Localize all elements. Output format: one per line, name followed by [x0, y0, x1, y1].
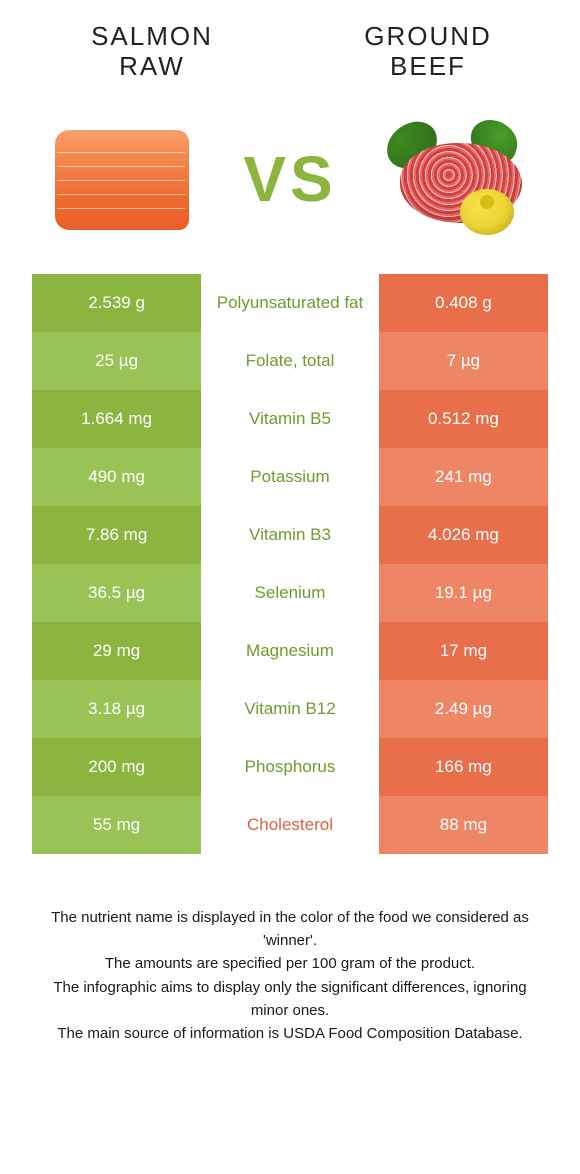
title-left: SALMON RAW	[52, 22, 252, 82]
title-right-line2: BEEF	[328, 52, 528, 82]
nutrient-name: Folate, total	[201, 332, 379, 390]
value-left: 3.18 µg	[32, 680, 201, 738]
vs-label: VS	[243, 142, 336, 216]
salmon-image	[42, 114, 202, 244]
nutrient-name: Potassium	[201, 448, 379, 506]
header: SALMON RAW GROUND BEEF	[32, 22, 548, 90]
nutrient-name: Vitamin B12	[201, 680, 379, 738]
hero: VS	[32, 90, 548, 274]
title-right-line1: GROUND	[328, 22, 528, 52]
value-right: 7 µg	[379, 332, 548, 390]
table-row: 3.18 µgVitamin B122.49 µg	[32, 680, 548, 738]
footnote-line: The main source of information is USDA F…	[38, 1022, 542, 1045]
value-right: 4.026 mg	[379, 506, 548, 564]
footnote: The nutrient name is displayed in the co…	[32, 854, 548, 1046]
title-right: GROUND BEEF	[328, 22, 528, 82]
value-left: 7.86 mg	[32, 506, 201, 564]
nutrient-name: Phosphorus	[201, 738, 379, 796]
title-left-line1: SALMON	[52, 22, 252, 52]
value-right: 17 mg	[379, 622, 548, 680]
nutrient-name: Vitamin B5	[201, 390, 379, 448]
nutrient-name: Polyunsaturated fat	[201, 274, 379, 332]
value-left: 490 mg	[32, 448, 201, 506]
nutrient-name: Cholesterol	[201, 796, 379, 854]
nutrient-name: Magnesium	[201, 622, 379, 680]
table-row: 29 mgMagnesium17 mg	[32, 622, 548, 680]
nutrient-name: Selenium	[201, 564, 379, 622]
comparison-table: 2.539 gPolyunsaturated fat0.408 g25 µgFo…	[32, 274, 548, 854]
value-left: 55 mg	[32, 796, 201, 854]
table-row: 200 mgPhosphorus166 mg	[32, 738, 548, 796]
value-right: 241 mg	[379, 448, 548, 506]
nutrient-name: Vitamin B3	[201, 506, 379, 564]
value-left: 29 mg	[32, 622, 201, 680]
value-right: 19.1 µg	[379, 564, 548, 622]
value-left: 36.5 µg	[32, 564, 201, 622]
value-right: 0.408 g	[379, 274, 548, 332]
table-row: 7.86 mgVitamin B34.026 mg	[32, 506, 548, 564]
footnote-line: The nutrient name is displayed in the co…	[38, 906, 542, 953]
table-row: 25 µgFolate, total7 µg	[32, 332, 548, 390]
value-left: 200 mg	[32, 738, 201, 796]
value-right: 2.49 µg	[379, 680, 548, 738]
value-right: 0.512 mg	[379, 390, 548, 448]
title-left-line2: RAW	[52, 52, 252, 82]
table-row: 2.539 gPolyunsaturated fat0.408 g	[32, 274, 548, 332]
footnote-line: The infographic aims to display only the…	[38, 976, 542, 1023]
table-row: 1.664 mgVitamin B50.512 mg	[32, 390, 548, 448]
value-left: 2.539 g	[32, 274, 201, 332]
value-left: 25 µg	[32, 332, 201, 390]
table-row: 36.5 µgSelenium19.1 µg	[32, 564, 548, 622]
table-row: 490 mgPotassium241 mg	[32, 448, 548, 506]
beef-image	[378, 114, 538, 244]
value-left: 1.664 mg	[32, 390, 201, 448]
table-row: 55 mgCholesterol88 mg	[32, 796, 548, 854]
value-right: 166 mg	[379, 738, 548, 796]
value-right: 88 mg	[379, 796, 548, 854]
footnote-line: The amounts are specified per 100 gram o…	[38, 952, 542, 975]
